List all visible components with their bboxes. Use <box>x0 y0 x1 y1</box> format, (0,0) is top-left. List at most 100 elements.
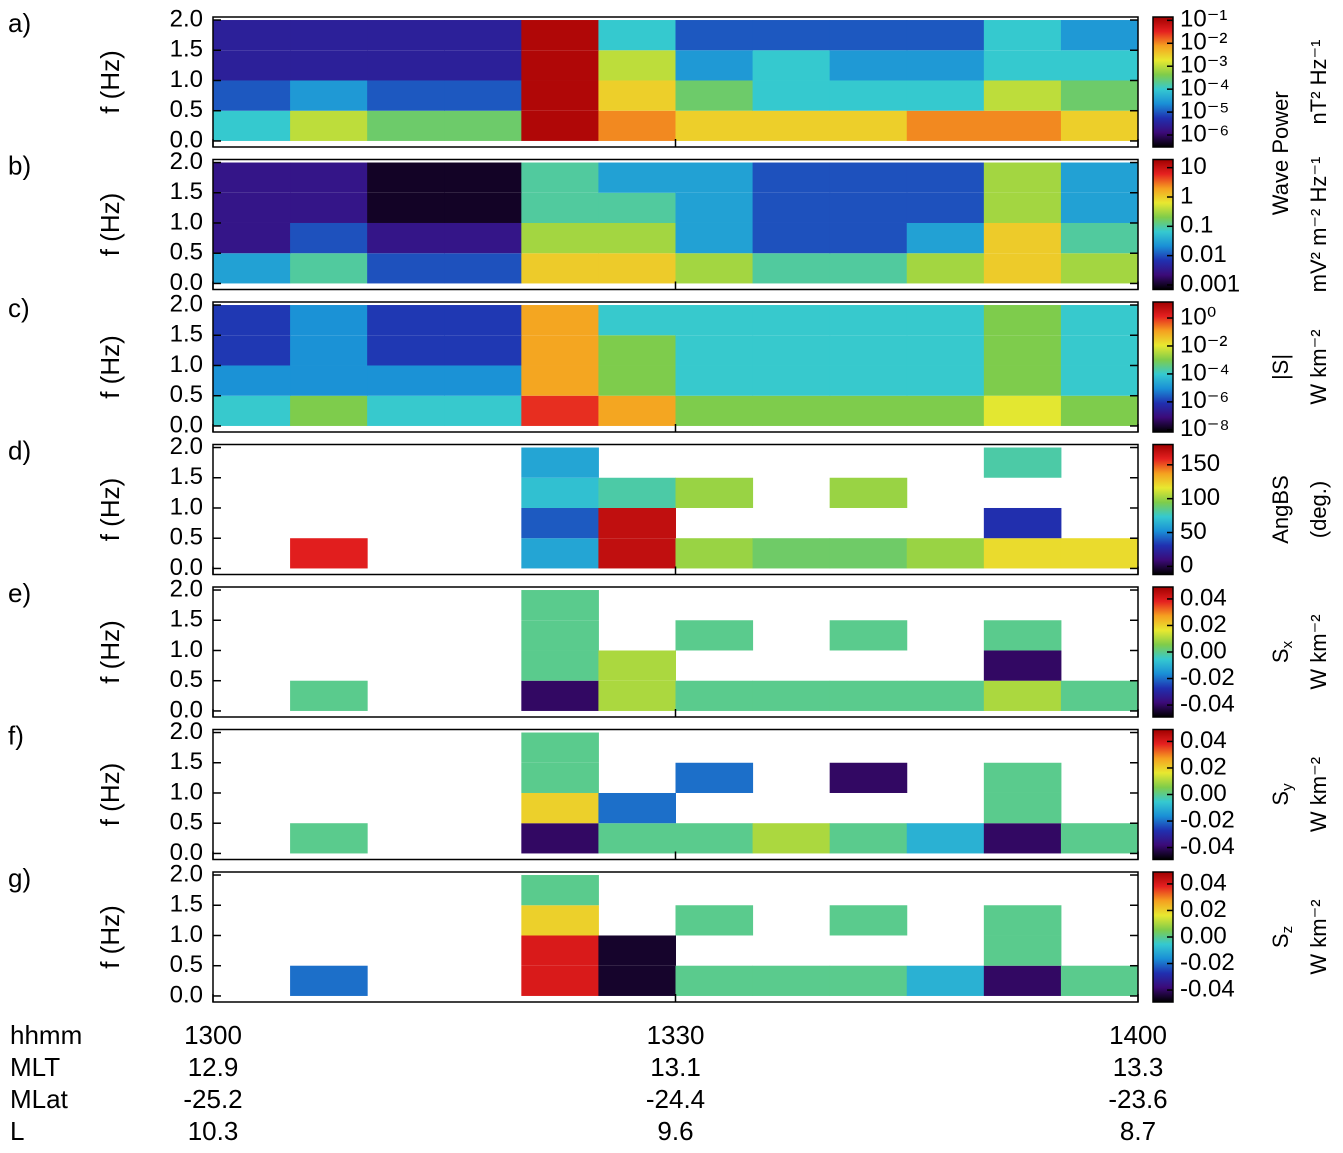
heatmap-cell <box>290 253 368 284</box>
heatmap-cell <box>829 965 908 996</box>
heatmap-cell <box>983 253 1062 284</box>
heatmap-cell <box>983 20 1062 51</box>
heatmap-cell <box>829 905 908 936</box>
heatmap-cell <box>983 680 1062 711</box>
colorbar-tick-label: 0.02 <box>1180 611 1227 638</box>
heatmap-cell <box>983 305 1062 336</box>
colorbar <box>1152 16 1174 148</box>
y-tick-label: 0.5 <box>170 951 203 978</box>
ephemeris-value: 10.3 <box>188 1116 239 1146</box>
y-tick-label: 1.0 <box>170 636 203 663</box>
heatmap-cell <box>290 538 368 569</box>
heatmap-cell <box>213 365 291 396</box>
heatmap-cell <box>1060 253 1139 284</box>
heatmap-cell <box>983 192 1062 223</box>
y-tick-label: 1.0 <box>170 351 203 378</box>
y-tick-label: 2.0 <box>170 5 203 32</box>
heatmap-cell <box>521 305 599 336</box>
panel-label: g) <box>8 863 31 893</box>
heatmap-cell <box>829 20 908 51</box>
heatmap-cell <box>1060 395 1139 426</box>
heatmap-cell <box>598 253 676 284</box>
heatmap-cell <box>367 253 445 284</box>
colorbar-title-text: |S| <box>1268 354 1293 380</box>
panel-label: f) <box>8 720 24 750</box>
heatmap-cell <box>521 507 599 539</box>
heatmap-cell <box>290 110 368 141</box>
y-tick-label: 1.0 <box>170 493 203 520</box>
heatmap-cell <box>675 192 754 223</box>
heatmap-cell <box>906 823 985 854</box>
heatmap-cell <box>598 365 676 396</box>
heatmap-cell <box>598 538 676 569</box>
heatmap-cell <box>290 80 368 111</box>
heatmap-cell <box>290 680 368 711</box>
heatmap-cell <box>521 792 599 824</box>
ephemeris-value: -25.2 <box>183 1084 242 1114</box>
heatmap-cell <box>444 222 522 254</box>
heatmap-cell <box>444 395 522 426</box>
heatmap-cell <box>675 477 754 508</box>
heatmap-cell <box>675 50 754 81</box>
heatmap-cell <box>367 20 445 51</box>
heatmap-cell <box>1060 365 1139 396</box>
heatmap-cell <box>367 335 445 366</box>
y-tick-label: 1.5 <box>170 321 203 348</box>
heatmap-cell <box>598 192 676 223</box>
heatmap-cell <box>675 253 754 284</box>
colorbar <box>1152 158 1174 291</box>
y-tick-label: 0.5 <box>170 96 203 123</box>
colorbar-title: |S| <box>1268 354 1293 380</box>
heatmap-cell <box>675 305 754 336</box>
heatmap-cell <box>906 80 985 111</box>
heatmap-cell <box>521 680 599 711</box>
heatmap-cell <box>752 192 831 223</box>
heatmap-cell <box>521 823 599 854</box>
heatmap-cell <box>829 162 908 193</box>
heatmap-cell <box>983 965 1062 996</box>
colorbar-tick-label: 0 <box>1180 552 1193 579</box>
y-tick-label: 2.0 <box>170 290 203 317</box>
colorbar-title: Sy <box>1268 783 1296 806</box>
heatmap-cell <box>444 253 522 284</box>
y-axis-label: f (Hz) <box>95 478 125 542</box>
heatmap-cell <box>367 222 445 254</box>
heatmap-cell <box>906 253 985 284</box>
heatmap-cell <box>752 50 831 81</box>
y-tick-label: 0.0 <box>170 696 203 723</box>
heatmap-cell <box>906 335 985 366</box>
heatmap-cell <box>829 335 908 366</box>
colorbar-title-text: S <box>1268 648 1293 663</box>
heatmap-cell <box>521 253 599 284</box>
heatmap-cell <box>598 162 676 193</box>
colorbar-title-sub: x <box>1279 640 1296 648</box>
heatmap-cell <box>906 162 985 193</box>
heatmap-cell <box>906 50 985 81</box>
heatmap-cell <box>598 20 676 51</box>
heatmap-cell <box>521 395 599 426</box>
colorbar-tick-label: 10⁻³ <box>1180 52 1227 79</box>
colorbar-title: AngBS <box>1268 475 1293 544</box>
heatmap-cell <box>983 447 1062 478</box>
colorbar-tick-label: 0.01 <box>1180 241 1227 268</box>
heatmap-cell <box>675 395 754 426</box>
heatmap-cell <box>290 222 368 254</box>
heatmap-cell <box>906 305 985 336</box>
colorbar-tick-label: 10⁻⁵ <box>1180 97 1229 124</box>
colorbar-units: W km⁻² <box>1306 329 1331 404</box>
heatmap-cell <box>598 935 676 966</box>
heatmap-cell <box>983 538 1062 569</box>
heatmap-cell <box>1060 538 1139 569</box>
heatmap-cell <box>675 222 754 254</box>
heatmap-cell <box>444 335 522 366</box>
heatmap-cell <box>983 80 1062 111</box>
heatmap-cell <box>290 162 368 193</box>
colorbar-tick-label: 10⁻⁴ <box>1180 359 1230 386</box>
heatmap-cell <box>906 365 985 396</box>
heatmap-cell <box>829 192 908 223</box>
heatmap-cell <box>752 222 831 254</box>
colorbar-tick-label: -0.04 <box>1180 833 1235 860</box>
y-tick-label: 0.5 <box>170 239 203 266</box>
heatmap-cell <box>367 110 445 141</box>
